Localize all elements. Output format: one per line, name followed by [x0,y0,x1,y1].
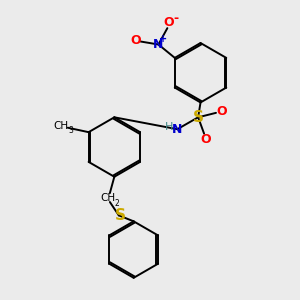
Text: 3: 3 [68,126,73,135]
Text: -: - [174,12,179,25]
Text: O: O [217,105,227,118]
Text: O: O [200,133,211,146]
Text: N: N [172,123,182,136]
Text: O: O [130,34,141,46]
Text: S: S [193,110,204,125]
Text: N: N [153,38,164,51]
Text: +: + [159,34,167,44]
Text: H: H [165,122,173,132]
Text: CH: CH [100,194,115,203]
Text: CH: CH [54,121,69,131]
Text: O: O [164,16,174,29]
Text: 2: 2 [114,199,119,208]
Text: S: S [115,208,126,223]
